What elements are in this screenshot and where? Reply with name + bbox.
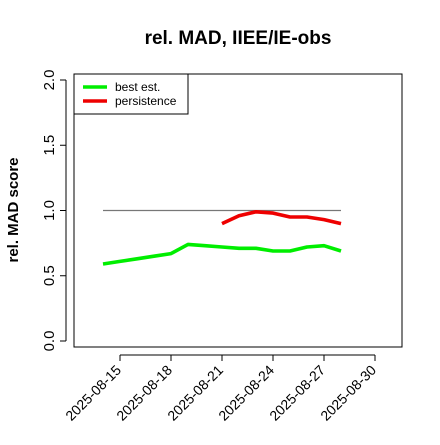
plot-frame: [73, 73, 403, 348]
series-group: [102, 210, 342, 266]
series-line-1: [221, 210, 342, 226]
y-tick-label-2: 1.0: [41, 200, 58, 221]
legend-label-0: best est.: [115, 80, 160, 94]
y-tick-label-1: 0.5: [41, 265, 58, 286]
legend-box: [73, 73, 189, 115]
x-tick-label-5: 2025-08-30: [317, 362, 379, 424]
y-tick-label-0: 0.0: [41, 331, 58, 352]
y-tick-label-3: 1.5: [41, 135, 58, 156]
legend: best est.persistence: [73, 73, 189, 115]
y-axis-label: rel. MAD score: [5, 157, 22, 262]
plot-border: [73, 73, 403, 348]
y-tick-label-4: 2.0: [41, 70, 58, 91]
chart-title: rel. MAD, IIEE/IE-obs: [145, 28, 332, 49]
legend-label-1: persistence: [115, 94, 177, 108]
series-line-0: [102, 242, 342, 266]
